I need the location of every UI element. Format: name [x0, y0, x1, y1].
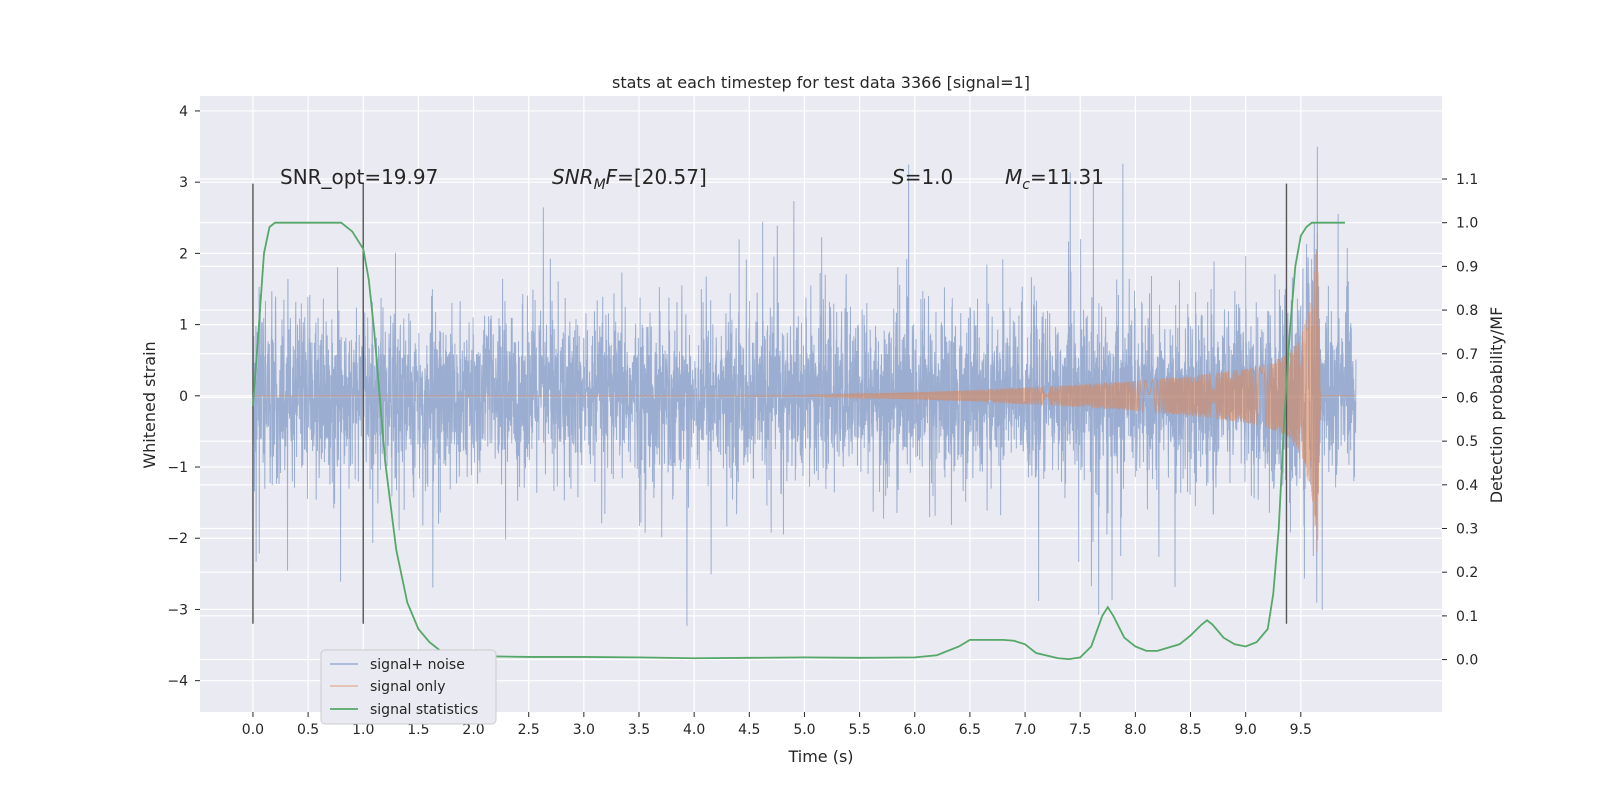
x-tick-label: 9.0 — [1235, 722, 1257, 738]
y2-axis-label: Detection probability/MF — [1487, 307, 1506, 504]
y2-tick-label: 0.1 — [1456, 609, 1478, 625]
y2-tick-label: 1.1 — [1456, 172, 1478, 188]
annotation-mc: Mc=11.31 — [1005, 165, 1104, 193]
y-tick-label: 1 — [179, 318, 188, 334]
y2-tick-label: 0.8 — [1456, 303, 1478, 319]
x-tick-label: 2.5 — [518, 722, 540, 738]
y2-tick-label: 0.4 — [1456, 478, 1478, 494]
x-axis-label: Time (s) — [787, 747, 853, 766]
y-tick-label: 3 — [179, 175, 188, 191]
signal-statistics-line — [252, 221, 1345, 661]
x-tick-label: 3.0 — [573, 722, 595, 738]
x-tick-label: 4.5 — [738, 722, 760, 738]
signal-only-series — [252, 233, 1356, 552]
x-tick-label: 6.0 — [904, 722, 926, 738]
x-tick-label: 8.0 — [1124, 722, 1146, 738]
y-tick-label: −3 — [167, 602, 188, 618]
y2-tick-label: 0.5 — [1456, 434, 1478, 450]
y2-tick-label: 0.2 — [1456, 565, 1478, 581]
y-tick-label: 0 — [179, 389, 188, 405]
legend-label-signal-statistics: signal statistics — [370, 702, 478, 718]
legend: signal+ noise signal only signal statist… — [320, 649, 497, 725]
y-tick-label: −2 — [167, 531, 188, 547]
y-tick-label: −1 — [167, 460, 188, 476]
x-axis: 0.0 0.5 1.0 1.5 2.0 2.5 3.0 3.5 4.0 4.5 5.0 5.5 6.0 6… — [242, 712, 1312, 738]
y2-tick-label: 0.7 — [1456, 347, 1478, 363]
x-tick-label: 3.5 — [628, 722, 650, 738]
signal-only-line — [252, 233, 1356, 552]
legend-label-signal-noise: signal+ noise — [370, 657, 465, 673]
y2-tick-label: 0.6 — [1456, 390, 1478, 406]
y-tick-label: 4 — [179, 104, 188, 120]
x-tick-label: 2.0 — [462, 722, 484, 738]
y-axis: −4 −3 −2 −1 0 1 2 3 4 — [167, 104, 200, 690]
x-tick-label: 1.0 — [352, 722, 374, 738]
x-tick-label: 4.0 — [683, 722, 705, 738]
y2-tick-label: 0.9 — [1456, 259, 1478, 275]
y-tick-label: −4 — [167, 674, 188, 690]
chart-title: stats at each timestep for test data 336… — [612, 73, 1030, 92]
x-tick-label: 8.5 — [1179, 722, 1201, 738]
y2-tick-label: 0.3 — [1456, 522, 1478, 538]
y-tick-label: 2 — [179, 246, 188, 262]
x-tick-label: 5.5 — [848, 722, 870, 738]
x-tick-label: 7.0 — [1014, 722, 1036, 738]
y-axis-label: Whitened strain — [140, 341, 159, 468]
x-tick-label: 5.0 — [793, 722, 815, 738]
legend-label-signal-only: signal only — [370, 679, 445, 695]
legend-box — [320, 649, 497, 725]
y2-axis: 0.0 0.1 0.2 0.3 0.4 0.5 0.6 0.7 0.8 0.9 1.0 1.1 — [1442, 172, 1478, 669]
y2-tick-label: 1.0 — [1456, 216, 1478, 232]
annotation-snr-opt: SNR_opt=19.97 — [280, 165, 438, 189]
x-tick-label: 0.5 — [297, 722, 319, 738]
x-tick-label: 1.5 — [407, 722, 429, 738]
x-tick-label: 0.0 — [242, 722, 264, 738]
y2-tick-label: 0.0 — [1456, 653, 1478, 669]
annotation-snr-mf: SNRMF=[20.57] — [552, 165, 707, 193]
annotation-s: S=1.0 — [892, 165, 953, 189]
x-tick-label: 9.5 — [1290, 722, 1312, 738]
signal-statistics-series — [252, 221, 1345, 661]
x-tick-label: 7.5 — [1069, 722, 1091, 738]
x-tick-label: 6.5 — [959, 722, 981, 738]
